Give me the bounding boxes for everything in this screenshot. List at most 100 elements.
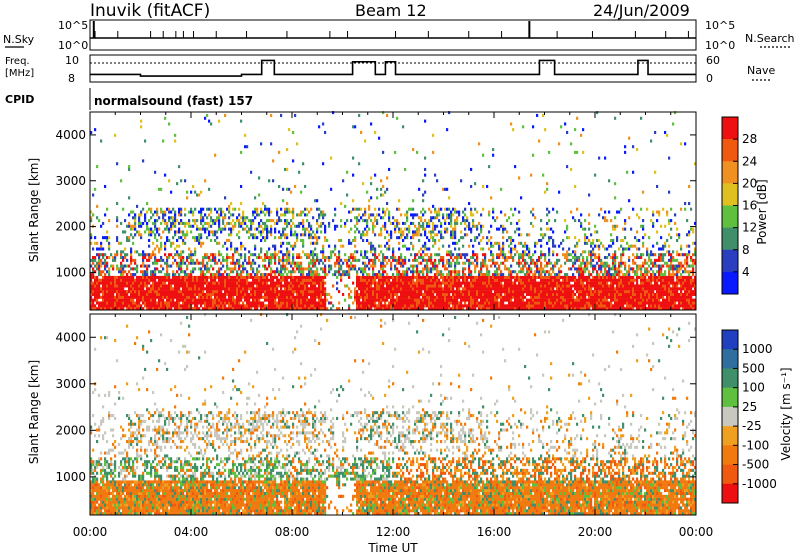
heatmap-cell (222, 278, 225, 282)
heatmap-cell (328, 267, 331, 271)
power-heatmap (90, 111, 697, 311)
heatmap-cell (546, 221, 549, 225)
heatmap-cell (262, 221, 265, 225)
heatmap-cell (466, 275, 469, 279)
heatmap-cell (186, 295, 189, 299)
heatmap-cell (406, 281, 409, 285)
heatmap-cell (154, 270, 157, 274)
heatmap-cell (402, 275, 405, 279)
heatmap-cell (186, 284, 189, 288)
heatmap-cell (362, 261, 365, 265)
heatmap-cell (506, 298, 509, 302)
heatmap-cell (166, 256, 169, 260)
heatmap-cell (158, 227, 161, 231)
heatmap-cell (298, 267, 301, 271)
heatmap-cell (260, 304, 263, 308)
heatmap-cell (446, 216, 449, 220)
heatmap-cell (250, 233, 253, 237)
heatmap-cell (274, 247, 277, 251)
heatmap-cell (132, 284, 135, 288)
heatmap-cell (230, 202, 233, 206)
heatmap-cell (416, 287, 419, 291)
heatmap-cell (128, 301, 131, 305)
heatmap-cell (556, 304, 559, 308)
heatmap-cell (364, 250, 367, 254)
heatmap-cell (412, 301, 415, 305)
heatmap-cell (174, 230, 177, 234)
heatmap-cell (264, 238, 267, 242)
heatmap-cell (506, 258, 509, 262)
heatmap-cell (328, 270, 331, 274)
heatmap-cell (250, 307, 253, 311)
heatmap-cell (108, 284, 111, 288)
heatmap-cell (316, 256, 319, 260)
heatmap-cell (274, 253, 277, 257)
heatmap-cell (130, 301, 133, 305)
heatmap-cell (176, 270, 179, 274)
heatmap-cell (514, 290, 517, 294)
heatmap-cell (238, 267, 241, 271)
heatmap-cell (368, 292, 371, 296)
heatmap-cell (548, 275, 551, 279)
heatmap-cell (306, 256, 309, 260)
noise-right-label: N.Search (745, 32, 795, 45)
heatmap-cell (412, 298, 415, 302)
heatmap-cell (300, 287, 303, 291)
heatmap-cell (380, 233, 383, 237)
heatmap-cell (462, 219, 465, 223)
heatmap-cell (316, 304, 319, 308)
heatmap-cell (166, 284, 169, 288)
heatmap-cell (106, 281, 109, 285)
heatmap-cell (192, 210, 195, 214)
heatmap-cell (356, 270, 359, 274)
heatmap-cell (296, 307, 299, 311)
heatmap-cell (190, 298, 193, 302)
heatmap-cell (222, 275, 225, 279)
heatmap-cell (346, 264, 349, 268)
heatmap-cell (392, 253, 395, 257)
heatmap-cell (422, 258, 425, 262)
heatmap-cell (94, 284, 97, 288)
heatmap-cell (146, 292, 149, 296)
heatmap-cell (138, 219, 141, 223)
heatmap-cell (258, 287, 261, 291)
heatmap-cell (366, 281, 369, 285)
heatmap-cell (286, 256, 289, 260)
heatmap-cell (494, 307, 497, 311)
heatmap-cell (480, 281, 483, 285)
heatmap-cell (482, 184, 485, 189)
heatmap-cell (554, 304, 557, 308)
heatmap-cell (418, 227, 421, 231)
heatmap-cell (392, 247, 395, 251)
heatmap-cell (486, 264, 489, 268)
heatmap-cell (294, 295, 297, 299)
heatmap-cell (524, 295, 527, 299)
heatmap-cell (378, 270, 381, 274)
heatmap-cell (488, 275, 491, 279)
heatmap-cell (512, 213, 515, 217)
heatmap-cell (170, 284, 173, 288)
heatmap-cell (212, 273, 215, 277)
heatmap-cell (248, 219, 251, 223)
heatmap-cell (114, 301, 117, 305)
heatmap-cell (266, 267, 269, 271)
heatmap-cell (454, 207, 457, 211)
heatmap-cell (272, 292, 275, 296)
heatmap-cell (272, 256, 275, 260)
heatmap-cell (274, 281, 277, 285)
heatmap-cell (302, 278, 305, 282)
heatmap-cell (330, 253, 333, 257)
heatmap-cell (270, 287, 273, 291)
heatmap-cell (228, 290, 231, 294)
heatmap-cell (364, 307, 367, 311)
heatmap-cell (460, 230, 463, 234)
heatmap-cell (488, 230, 491, 234)
heatmap-cell (322, 261, 325, 265)
heatmap-cell (234, 290, 237, 294)
heatmap-cell (522, 307, 525, 311)
heatmap-cell (194, 284, 197, 288)
heatmap-cell (160, 278, 163, 282)
heatmap-cell (554, 298, 557, 302)
heatmap-cell (186, 278, 189, 282)
heatmap-cell (388, 244, 391, 248)
